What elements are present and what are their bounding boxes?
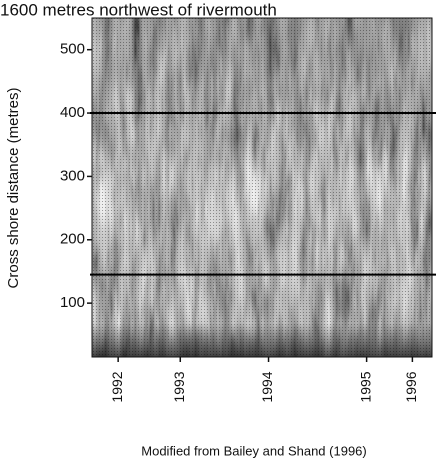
x-tick-label: 1993: [171, 371, 187, 402]
y-tick-label: 200: [60, 231, 85, 248]
x-tick-label: 1995: [357, 371, 373, 402]
x-tick-label: 1996: [403, 371, 419, 402]
chart-title: 1600 metres northwest of rivermouth: [0, 0, 277, 19]
caption: Modified from Bailey and Shand (1996): [141, 443, 366, 458]
y-tick-label: 400: [60, 104, 85, 121]
x-tick-label: 1994: [259, 371, 275, 402]
frame: [91, 17, 433, 358]
shading: [92, 18, 432, 357]
x-tick-label: 1992: [109, 371, 125, 402]
y-axis-label: Cross shore distance (metres): [5, 88, 22, 289]
y-tick-label: 100: [60, 294, 85, 311]
y-tick-label: 300: [60, 167, 85, 184]
y-tick-label: 500: [60, 41, 85, 58]
plot-area: [91, 17, 433, 358]
